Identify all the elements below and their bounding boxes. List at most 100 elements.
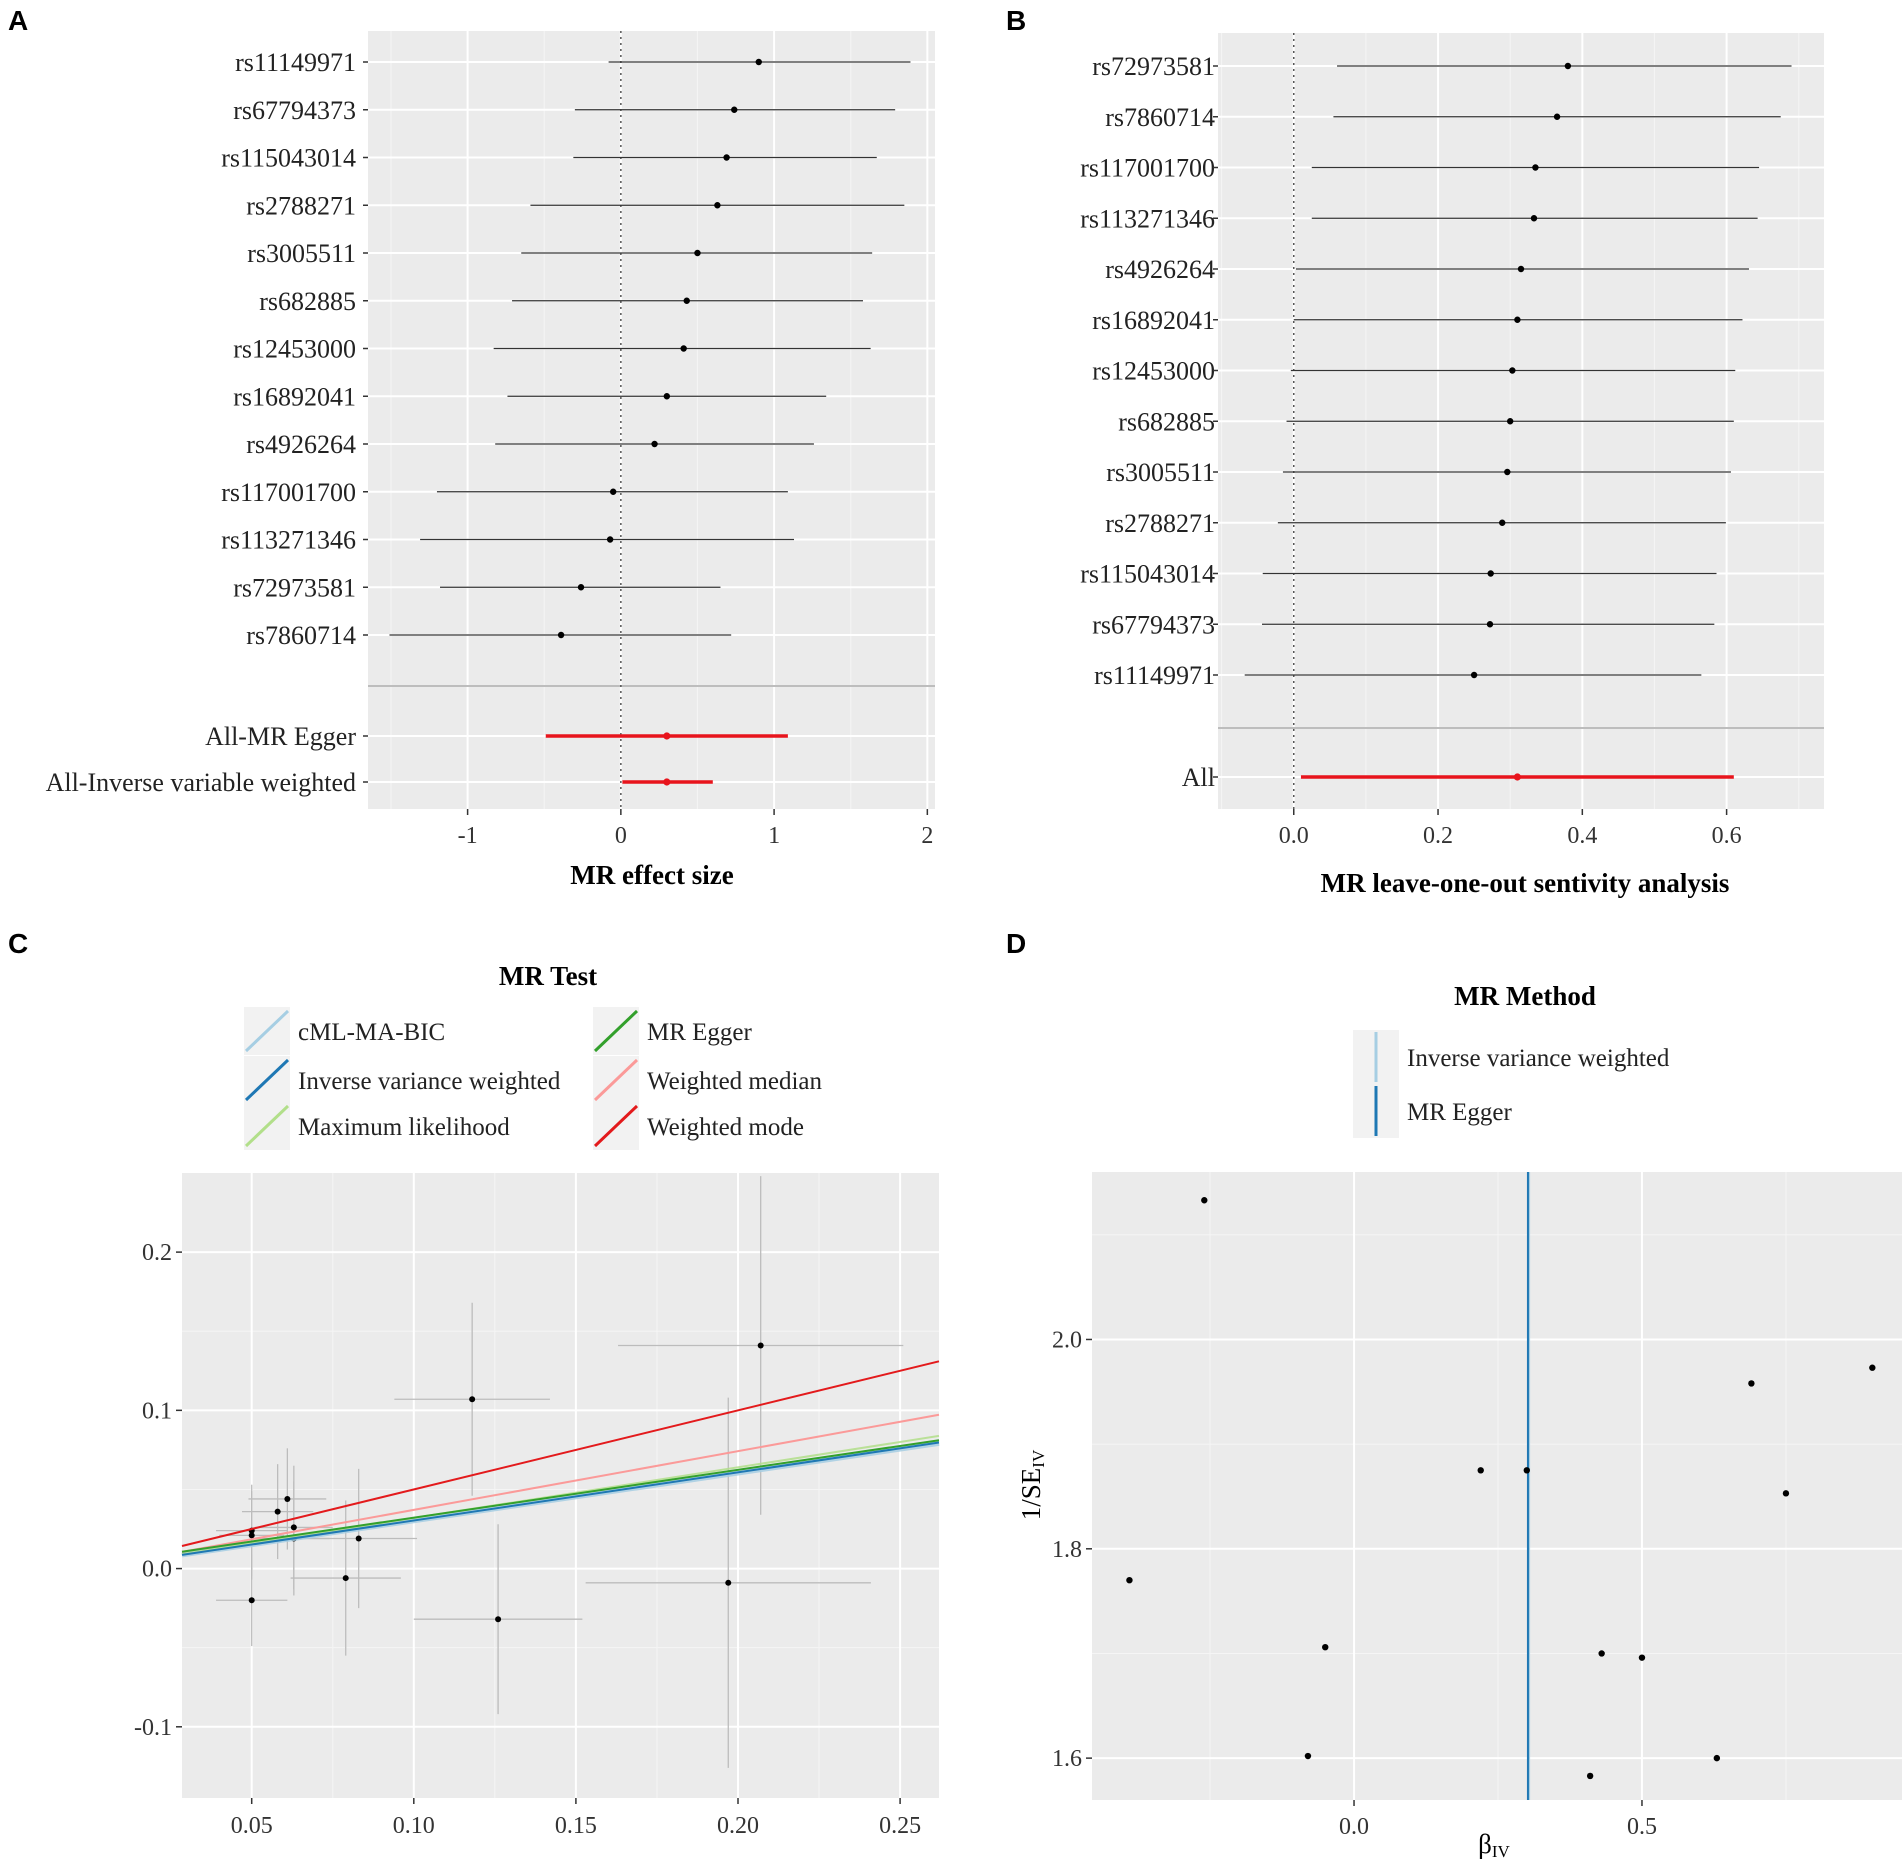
panel-a-snp-label: rs115043014 (221, 144, 356, 173)
panel-c-x-tick-label: 0.05 (231, 1813, 273, 1839)
panel-c-data-point (274, 1508, 281, 1515)
panel-a-snp-label: rs11149971 (235, 48, 356, 77)
panel-d-y-axis-title: 1/SEIV (1016, 1449, 1048, 1520)
panel-a-snp-label: rs2788271 (246, 191, 356, 220)
panel-b-snp-label: rs67794373 (1092, 610, 1215, 639)
panel-d-data-point (1126, 1577, 1133, 1584)
panel-d-legend: Inverse variance weighted MR Egger (1353, 1030, 1670, 1138)
panel-b-snp-label: rs12453000 (1092, 357, 1215, 386)
panel-a-point-estimate (714, 202, 721, 209)
panel-d-y-axis-title-sub: IV (1029, 1449, 1048, 1468)
panel-d-data-point (1477, 1467, 1484, 1474)
panel-d-x-axis-title-sub: IV (1492, 1842, 1511, 1861)
panel-b-point-estimate (1506, 418, 1514, 425)
panel-b-point-estimate (1504, 468, 1511, 476)
panel-b-summary-estimate (1513, 773, 1521, 781)
panel-c-x-tick-label: 0.10 (393, 1813, 435, 1839)
panel-b-snp-label: rs72973581 (1092, 52, 1215, 81)
panel-b-snp-label: rs2788271 (1105, 509, 1215, 538)
panel-a-point-estimate (755, 58, 762, 66)
panel-c-data-point (757, 1342, 764, 1349)
panel-d-funnel-plot: MR Method Inverse variance weighted MR Eg… (1016, 981, 1902, 1861)
panel-a-forest-plot: rs11149971 rs67794373 rs115043014 rs2788271… (46, 31, 935, 890)
panel-d-y-tick-label: 1.8 (1052, 1537, 1082, 1563)
panel-d-data-point (1869, 1364, 1876, 1371)
panel-b-snp-label: rs11149971 (1094, 661, 1215, 690)
panel-a-point-estimate (723, 154, 730, 161)
panel-a-point-estimate (651, 440, 658, 448)
panel-c-legend-key-line (593, 1104, 639, 1148)
panel-b-snp-label: rs682885 (1118, 407, 1215, 436)
panel-d-data-point (1523, 1467, 1530, 1474)
panel-c-legend-key-line (244, 1009, 290, 1053)
panel-a-summary-estimate (663, 778, 671, 786)
panel-d-legend-label: Inverse variance weighted (1407, 1045, 1670, 1072)
panel-d-x-axis-title-main: β (1478, 1829, 1492, 1859)
panel-c-legend-key-line (593, 1009, 639, 1053)
panel-d-data-point (1322, 1643, 1329, 1651)
panel-d-data-point (1586, 1772, 1594, 1780)
panel-a-snp-label: rs117001700 (221, 478, 356, 507)
panel-d-x-tick-label: 0.0 (1339, 1814, 1369, 1840)
panel-a-snp-label: rs682885 (259, 287, 356, 316)
panel-d-data-point (1304, 1752, 1312, 1760)
panel-b-point-estimate (1509, 367, 1516, 374)
panel-b-point-estimate (1470, 671, 1478, 679)
panel-a-point-estimate (609, 488, 617, 495)
panel-c-legend-key-line (244, 1104, 290, 1148)
panel-d-plot-background (1092, 1172, 1902, 1800)
panel-d-y-tick-label: 1.6 (1052, 1746, 1082, 1772)
panel-c-y-tick-label: 0.1 (142, 1398, 172, 1424)
panel-c-legend-label: Weighted median (647, 1068, 823, 1095)
panel-c-x-tick-label: 0.25 (879, 1813, 921, 1839)
panel-c-data-point (725, 1579, 732, 1586)
panel-a-point-estimate (577, 584, 585, 591)
panel-label-a: A (8, 5, 28, 36)
panel-a-point-estimate (663, 393, 671, 400)
panel-c-y-tick-label: 0.2 (142, 1240, 172, 1266)
panel-label-b: B (1006, 5, 1026, 36)
panel-a-point-estimate (680, 345, 687, 352)
panel-d-y-tick-label: 2.0 (1052, 1327, 1082, 1353)
panel-a-summary-label: All-MR Egger (205, 722, 356, 751)
panel-c-data-point (495, 1616, 502, 1623)
panel-c-regression-line (181, 1439, 940, 1553)
panel-b-snp-label: rs115043014 (1080, 560, 1215, 589)
panel-b-x-axis-title: MR leave-one-out sentivity analysis (1321, 868, 1730, 898)
panel-b-snp-label: rs4926264 (1105, 255, 1215, 284)
panel-c-legend-label: MR Egger (647, 1019, 753, 1046)
panel-a-point-estimate (683, 297, 690, 304)
panel-b-point-estimate (1553, 113, 1561, 120)
panel-d-data-point (1782, 1490, 1790, 1497)
panel-b-forest-plot: rs72973581 rs7860714 rs117001700 rs11327134… (1080, 33, 1824, 898)
panel-c-y-tick-label: 0.0 (142, 1557, 172, 1583)
panel-a-snp-label: rs113271346 (221, 526, 356, 555)
panel-d-x-tick-label: 0.5 (1627, 1814, 1657, 1840)
panel-a-summary-estimate (663, 732, 671, 740)
panel-b-snp-label: rs113271346 (1080, 204, 1215, 233)
panel-c-regression-line (181, 1413, 940, 1553)
panel-d-data-point (1201, 1197, 1208, 1204)
panel-a-snp-label: rs12453000 (233, 335, 356, 364)
panel-a-snp-label: rs7860714 (246, 621, 356, 650)
panel-b-point-estimate (1499, 519, 1506, 526)
panel-b-point-estimate (1487, 570, 1494, 577)
panel-a-snp-label: rs67794373 (233, 96, 356, 125)
panel-label-d: D (1006, 928, 1026, 959)
panel-c-data-point (290, 1524, 297, 1531)
panel-c-legend-label: Inverse variance weighted (298, 1068, 561, 1095)
panel-c-regression-line (181, 1360, 940, 1547)
panel-b-snp-label: rs3005511 (1106, 458, 1215, 487)
panel-c-plot-background (182, 1173, 939, 1798)
panel-b-x-tick-label: 0.2 (1423, 823, 1453, 849)
panel-b-point-estimate (1486, 621, 1494, 628)
panel-c-legend-title: MR Test (499, 961, 597, 991)
panel-d-legend-title: MR Method (1454, 981, 1596, 1011)
panel-c-legend-label: Maximum likelihood (298, 1114, 510, 1141)
panel-d-x-axis-title: βIV (1478, 1829, 1510, 1861)
panel-a-plot-background (368, 31, 935, 809)
panel-a-snp-label: rs3005511 (247, 239, 356, 268)
panel-d-data-point (1748, 1380, 1755, 1387)
panel-a-point-estimate (694, 249, 701, 257)
